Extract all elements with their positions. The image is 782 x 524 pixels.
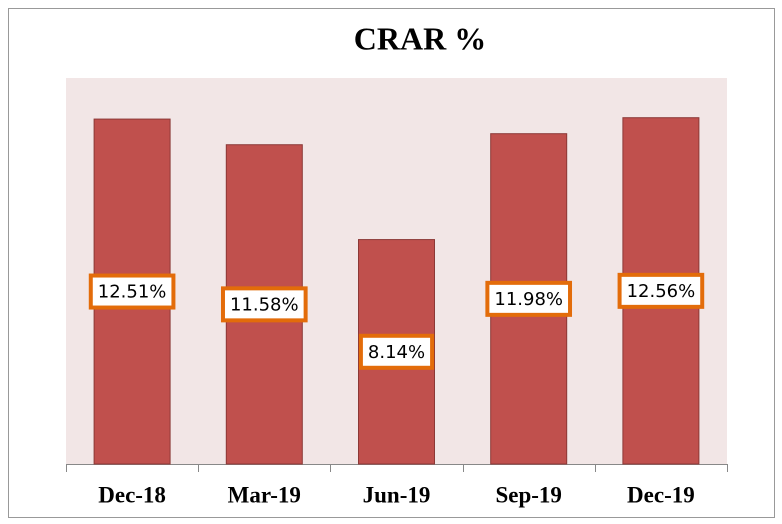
value-label-box xyxy=(88,273,176,310)
x-tick-label: Sep-19 xyxy=(495,482,561,507)
value-label-box xyxy=(220,286,308,323)
value-label: 8.14% xyxy=(368,342,425,363)
x-tick-label: Dec-19 xyxy=(627,482,695,507)
x-tick-label: Mar-19 xyxy=(228,482,301,507)
value-label-box xyxy=(358,333,435,370)
x-tick-label: Dec-18 xyxy=(98,482,166,507)
value-label: 12.56% xyxy=(627,281,696,302)
chart-title: CRAR % xyxy=(354,20,486,56)
value-label-box xyxy=(485,280,573,317)
value-label: 12.51% xyxy=(98,282,167,303)
x-tick-label: Jun-19 xyxy=(363,482,431,507)
value-label-box xyxy=(617,272,705,309)
value-label: 11.98% xyxy=(494,289,563,310)
value-label: 11.58% xyxy=(230,294,299,315)
